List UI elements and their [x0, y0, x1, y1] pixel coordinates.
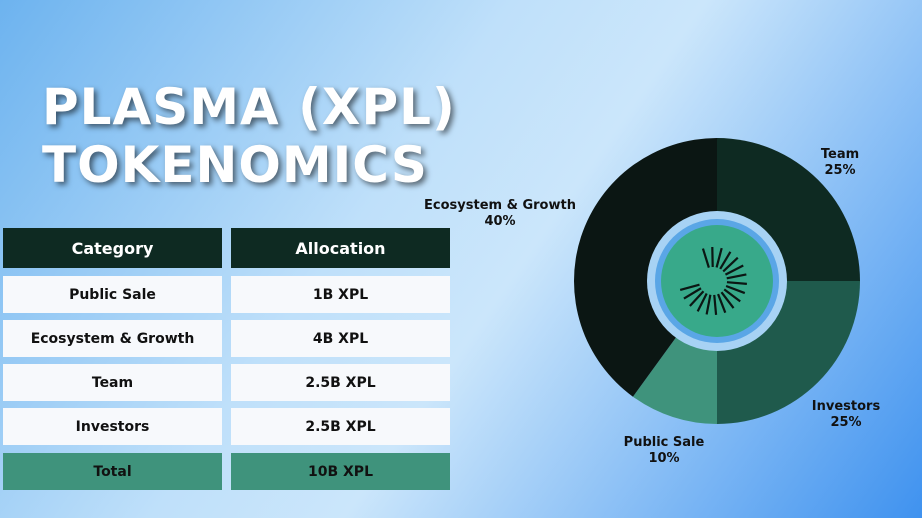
logo-stroke: [726, 281, 747, 285]
pie-slice: [574, 138, 717, 397]
table-cell: 1B XPL: [231, 276, 450, 313]
logo-stroke: [683, 287, 702, 300]
logo-stroke: [679, 283, 700, 291]
slice-label: Investors: [812, 399, 881, 414]
table-cell: 2.5B XPL: [231, 364, 450, 401]
logo-stroke: [717, 293, 727, 314]
logo-bg: [661, 225, 773, 337]
table-cell: Ecosystem & Growth: [3, 320, 222, 357]
title: TOKENOMICS: [42, 136, 428, 194]
slice-label: Ecosystem & Growth: [424, 198, 576, 213]
table-cell: Team: [3, 364, 222, 401]
table-cell: Allocation: [231, 228, 450, 268]
logo-stroke: [689, 290, 705, 307]
table-cell: Investors: [3, 408, 222, 445]
table-cell: Total: [3, 453, 222, 490]
logo-stroke: [696, 292, 708, 312]
logo-stroke: [713, 294, 718, 315]
logo-stroke: [701, 248, 710, 268]
logo-stroke: [705, 294, 712, 315]
logo-stroke: [723, 288, 741, 303]
logo-stroke: [724, 264, 744, 276]
logo-stroke: [726, 273, 747, 280]
logo-stroke: [722, 256, 739, 273]
table-cell: 4B XPL: [231, 320, 450, 357]
slice-value: 10%: [648, 451, 679, 466]
table-cell: Public Sale: [3, 276, 222, 313]
slice-label: Public Sale: [624, 435, 705, 450]
slice-value: 25%: [824, 163, 855, 178]
slice-value: 40%: [484, 214, 515, 229]
title: PLASMA (XPL): [42, 78, 456, 136]
logo-stroke: [719, 251, 732, 270]
logo-stroke: [715, 247, 723, 268]
logo-stroke: [720, 291, 735, 309]
table-cell: 2.5B XPL: [231, 408, 450, 445]
table-cell: Category: [3, 228, 222, 268]
logo-stroke: [725, 284, 746, 295]
slice-label: Team: [821, 147, 859, 162]
table-cell: 10B XPL: [231, 453, 450, 490]
slice-value: 25%: [830, 415, 861, 430]
